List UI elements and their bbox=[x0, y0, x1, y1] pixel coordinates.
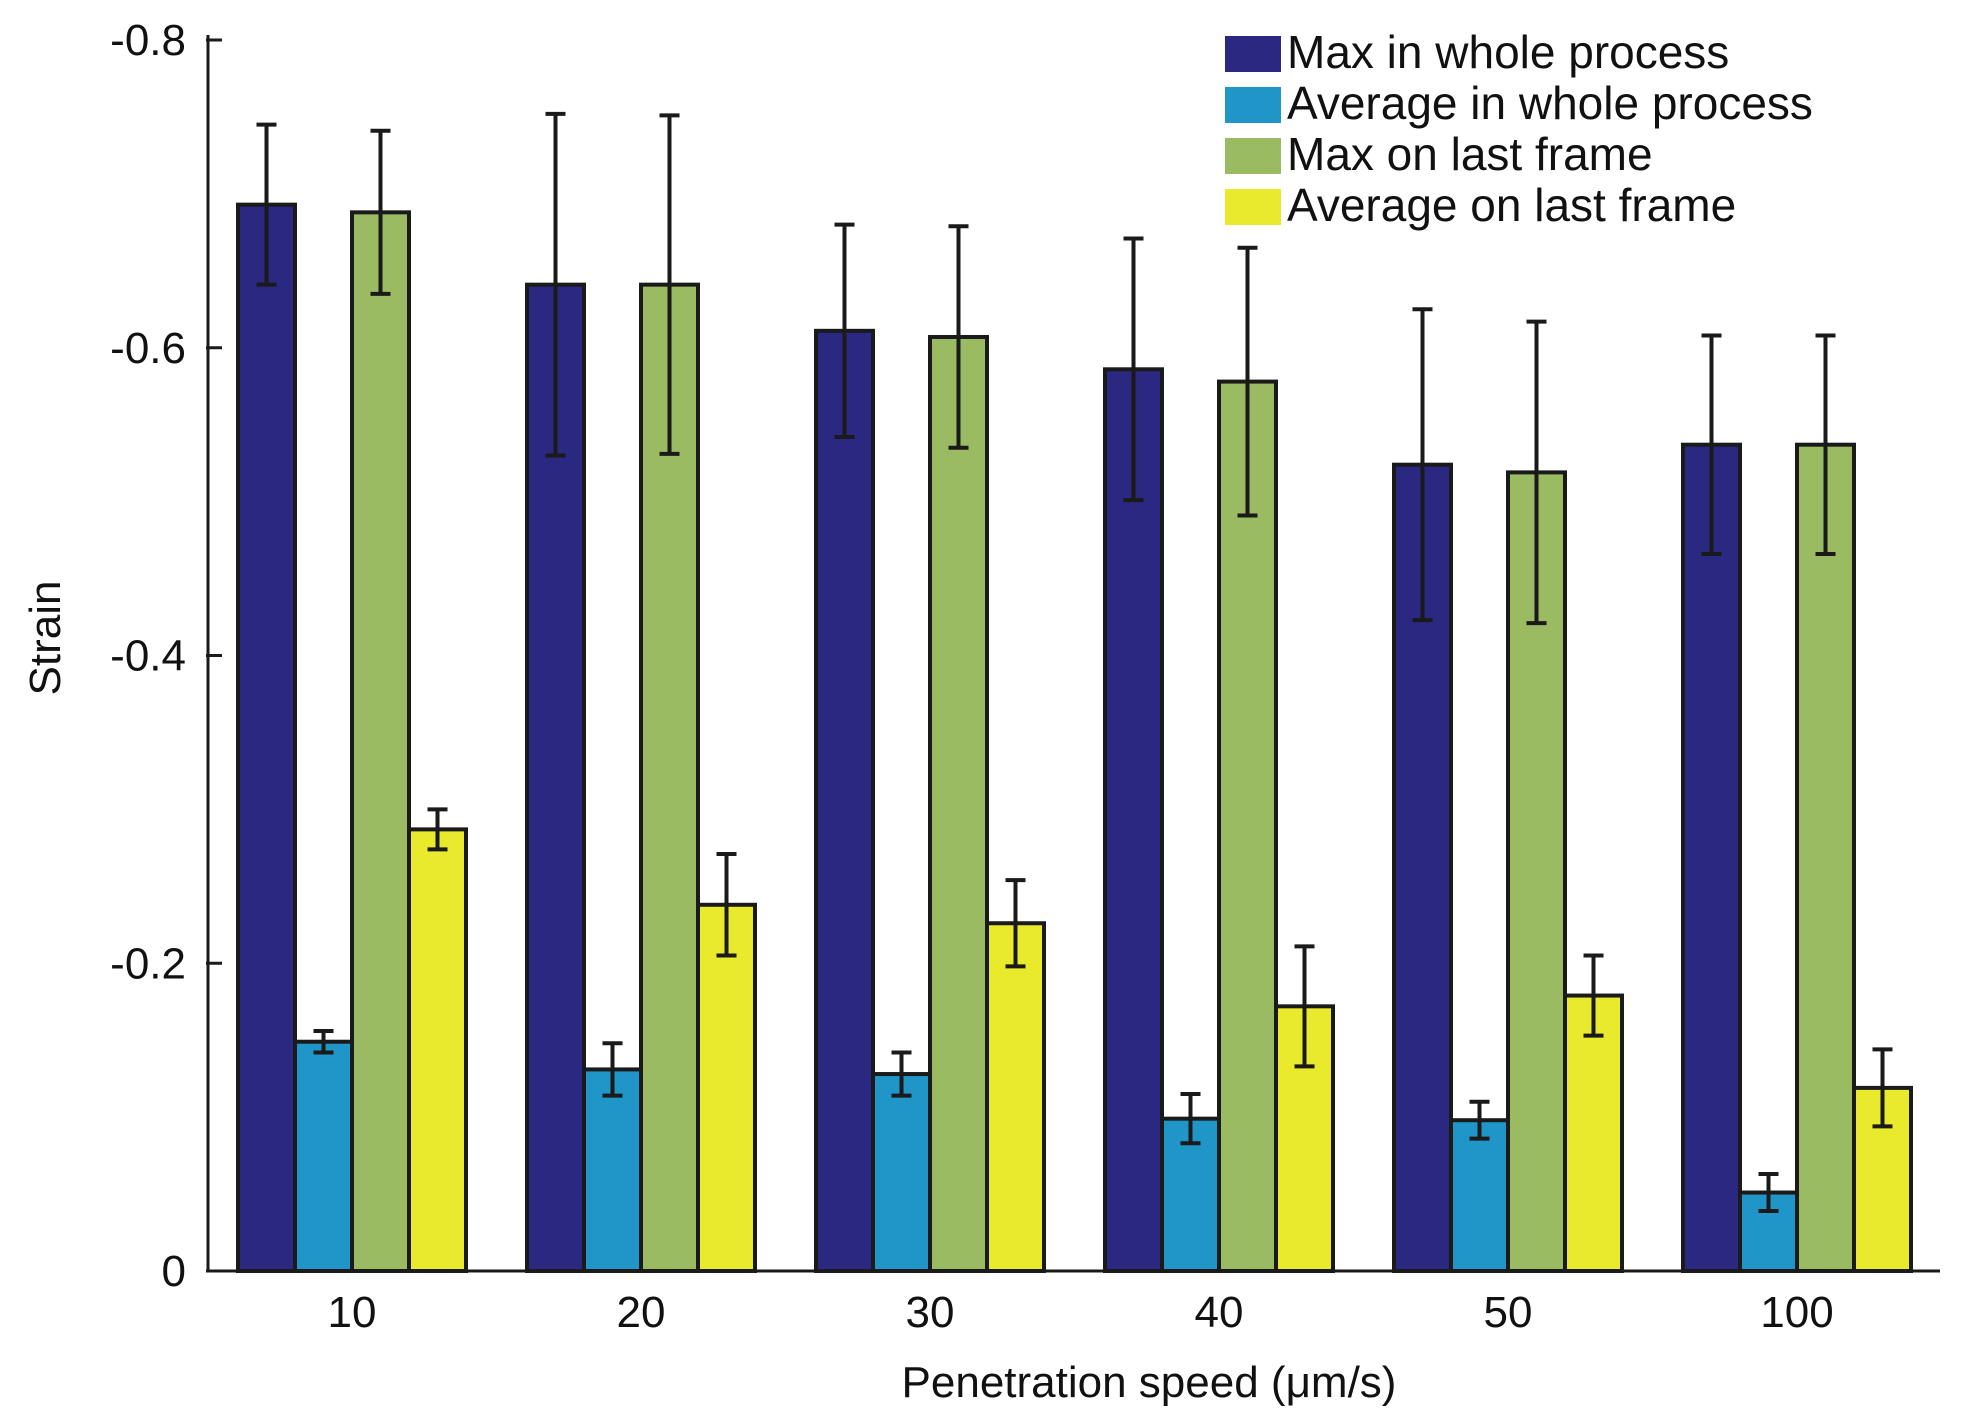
legend-swatch bbox=[1225, 87, 1281, 123]
bar bbox=[407, 827, 468, 1273]
error-bars-layer bbox=[256, 111, 1893, 1213]
bar bbox=[928, 334, 989, 1273]
x-tick-label: 20 bbox=[617, 1288, 666, 1337]
bar bbox=[1795, 442, 1856, 1274]
bar bbox=[236, 202, 297, 1274]
bar bbox=[293, 1039, 354, 1273]
y-tick-label: 0 bbox=[162, 1247, 186, 1296]
legend-swatch bbox=[1225, 36, 1281, 72]
bar bbox=[350, 210, 411, 1274]
bar bbox=[1449, 1118, 1510, 1274]
y-tick-label: -0.2 bbox=[110, 939, 186, 988]
y-tick-label: -0.8 bbox=[110, 16, 186, 65]
bar bbox=[1217, 379, 1278, 1274]
x-tick-label: 10 bbox=[328, 1288, 377, 1337]
x-tick-label: 30 bbox=[906, 1288, 955, 1337]
x-axis-title: Penetration speed (μm/s) bbox=[902, 1358, 1397, 1407]
bar bbox=[1103, 367, 1164, 1274]
bar bbox=[582, 1067, 643, 1273]
x-tick-label: 50 bbox=[1484, 1288, 1533, 1337]
bar bbox=[985, 921, 1046, 1273]
axes-layer: 10 20 30 40 50 100 0 -0.2 -0.4 -0.6 -0.8 bbox=[110, 16, 1940, 1337]
y-tick-label: -0.4 bbox=[110, 632, 186, 681]
bars-layer bbox=[236, 202, 1913, 1274]
legend-label: Average on last frame bbox=[1287, 179, 1736, 231]
y-tick-label: -0.6 bbox=[110, 324, 186, 373]
bar bbox=[696, 902, 757, 1274]
bar bbox=[1563, 993, 1624, 1273]
y-axis-title: Strain bbox=[21, 581, 70, 696]
bar bbox=[871, 1072, 932, 1274]
legend-swatch bbox=[1225, 189, 1281, 225]
x-tick-label: 100 bbox=[1760, 1288, 1833, 1337]
legend-swatch bbox=[1225, 138, 1281, 174]
bar bbox=[814, 328, 875, 1274]
x-tick-label: 40 bbox=[1195, 1288, 1244, 1337]
legend-label: Max in whole process bbox=[1287, 26, 1729, 78]
legend-label: Average in whole process bbox=[1287, 77, 1813, 129]
bar bbox=[1681, 442, 1742, 1274]
legend-label: Max on last frame bbox=[1287, 128, 1653, 180]
